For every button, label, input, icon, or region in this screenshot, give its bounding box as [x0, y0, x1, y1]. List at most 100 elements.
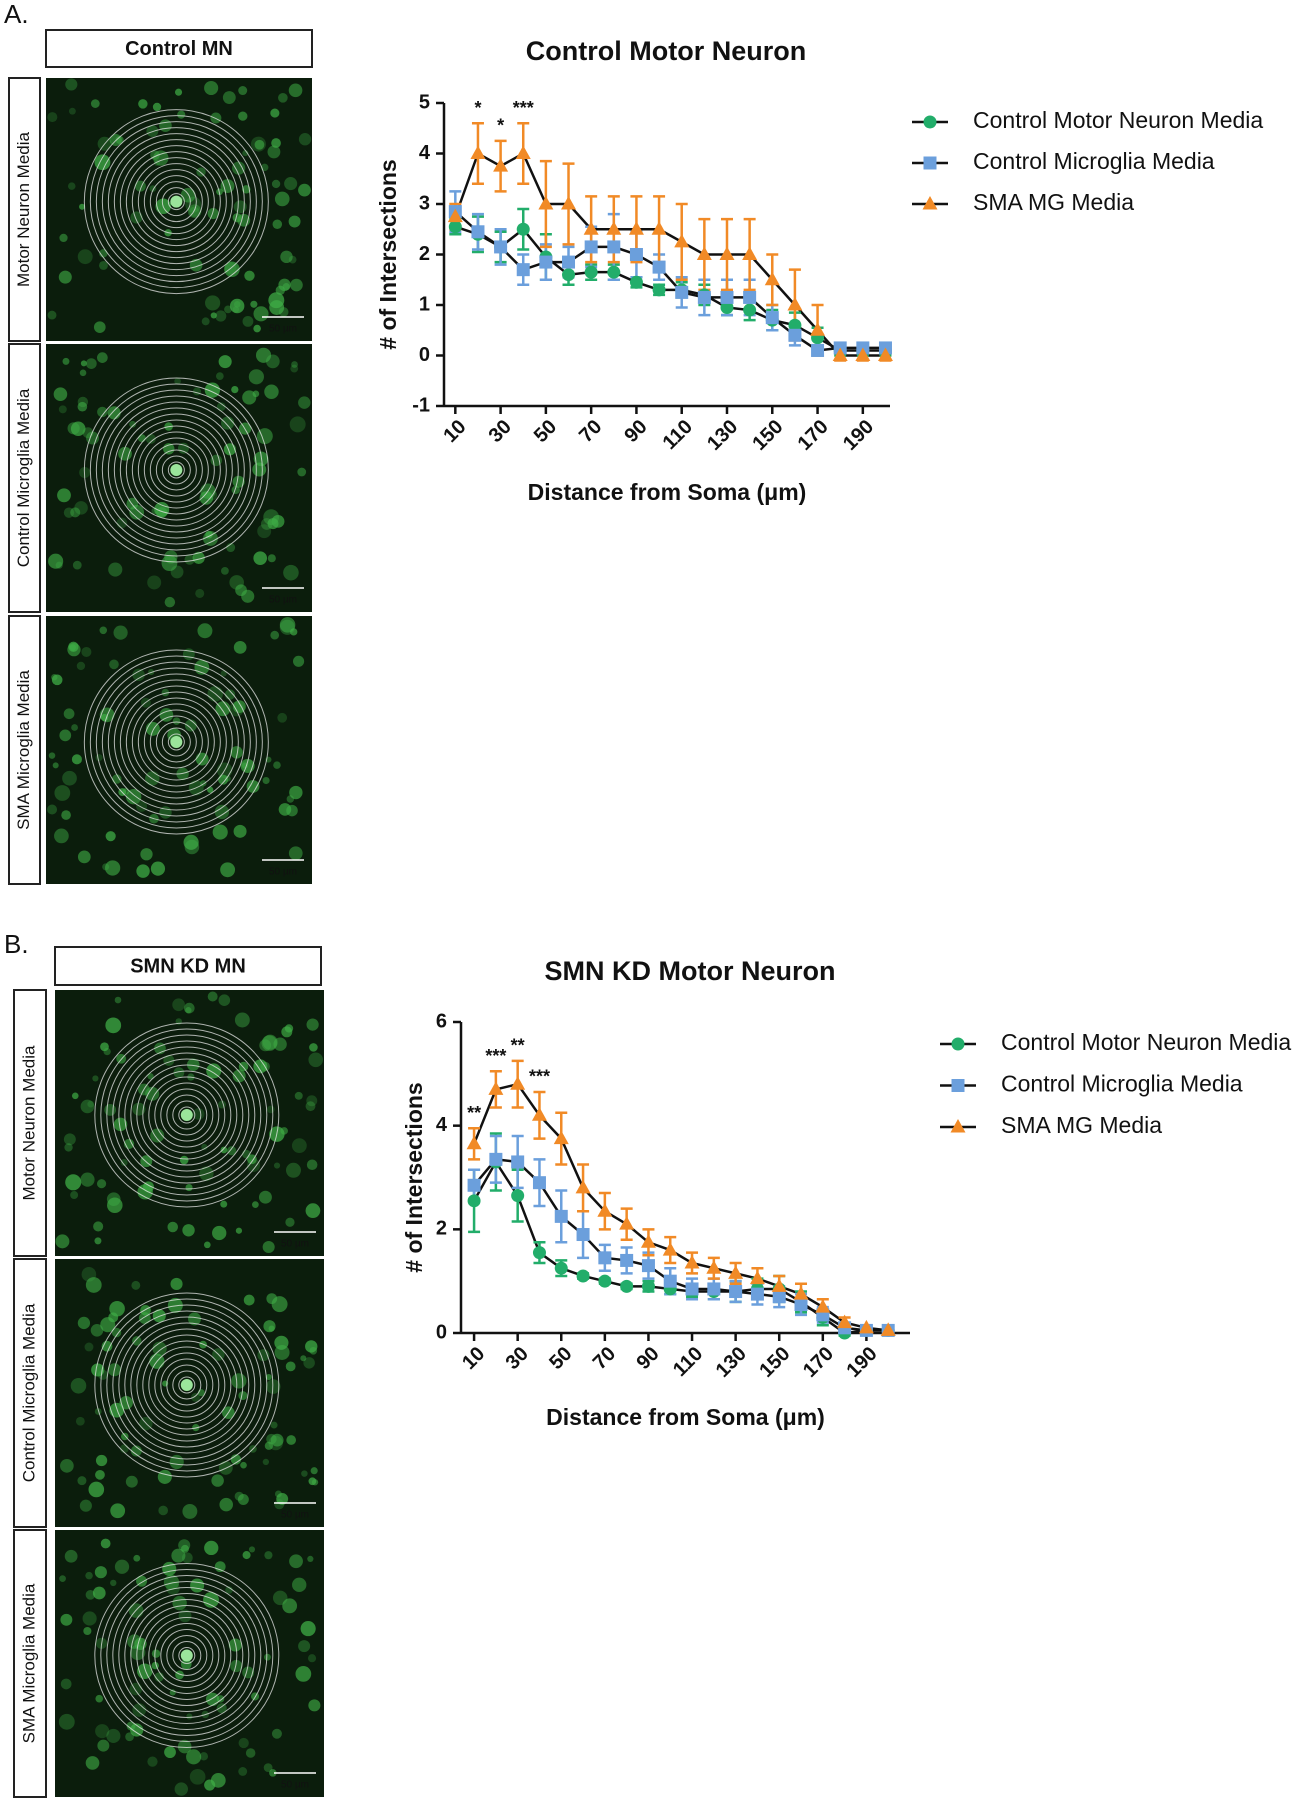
sholl-ring	[172, 1370, 202, 1400]
chart-title: SMN KD Motor Neuron	[545, 956, 836, 986]
marker	[554, 1261, 568, 1275]
cell	[214, 804, 230, 820]
marker	[765, 311, 779, 325]
header-box	[45, 29, 313, 68]
sholl-ring	[160, 1088, 214, 1142]
sholl-ring	[131, 425, 221, 515]
x-tick-label: 110	[669, 1343, 707, 1381]
cell	[199, 1340, 207, 1349]
sholl-ring	[124, 1322, 250, 1448]
sholl-ring	[95, 121, 257, 283]
cell	[150, 861, 166, 876]
marker	[720, 301, 734, 315]
cell	[215, 372, 224, 380]
cell	[159, 707, 174, 722]
cell	[309, 1043, 318, 1052]
marker	[793, 1286, 809, 1300]
cell	[218, 774, 229, 785]
sholl-ring	[89, 655, 263, 829]
sholl-ring	[89, 115, 263, 289]
cell	[90, 99, 100, 108]
cell	[166, 1581, 180, 1595]
cell	[268, 1435, 283, 1451]
cell	[70, 1378, 87, 1394]
cell	[62, 357, 70, 365]
legend-label: Control Microglia Media	[973, 148, 1215, 174]
cell	[114, 996, 122, 1004]
cell	[150, 1128, 165, 1143]
cell	[218, 355, 232, 369]
cell	[65, 1174, 82, 1191]
legend-label: SMA MG Media	[973, 189, 1134, 215]
marker	[772, 1290, 786, 1304]
marker	[880, 1322, 896, 1336]
cell	[95, 1694, 104, 1703]
x-tick-label: 10	[458, 1343, 489, 1374]
sholl-ring	[94, 1022, 280, 1208]
marker	[562, 268, 576, 282]
cell	[93, 1221, 104, 1232]
cell	[90, 1324, 104, 1337]
cell	[85, 358, 97, 369]
marker	[447, 208, 463, 223]
cell	[94, 1566, 107, 1579]
sholl-ring	[154, 1082, 220, 1148]
cell	[265, 1374, 272, 1381]
row-label: Control Microglia Media	[19, 1303, 38, 1482]
panel-label: B.	[4, 929, 29, 959]
marker	[494, 240, 508, 254]
sholl-ring	[155, 721, 197, 763]
cell	[301, 1470, 308, 1477]
row-label-box	[8, 615, 41, 885]
cell	[308, 1052, 324, 1068]
significance: **	[467, 1103, 481, 1123]
cell	[85, 1277, 102, 1293]
cell	[191, 1392, 200, 1402]
cell	[146, 125, 159, 138]
sholl-ring	[136, 1064, 238, 1166]
cell	[99, 261, 108, 270]
cell	[109, 1300, 125, 1317]
cell	[100, 1317, 116, 1333]
marker	[674, 233, 690, 248]
sholl-ring	[113, 407, 239, 533]
cell	[186, 1713, 193, 1720]
cell	[172, 717, 181, 725]
cell	[303, 1357, 315, 1369]
sholl-ring	[137, 703, 215, 781]
y-tick-label: 0	[419, 344, 430, 366]
x-tick-label: 50	[545, 1343, 576, 1374]
cell	[207, 208, 219, 220]
cell	[95, 1469, 105, 1480]
cell	[266, 1433, 277, 1445]
cell	[246, 1154, 257, 1165]
sholl-ring	[125, 419, 227, 521]
cell	[271, 1728, 282, 1739]
cell	[173, 1067, 185, 1078]
marker	[729, 1285, 743, 1299]
cell	[289, 1554, 303, 1569]
sholl-ring	[101, 395, 251, 545]
marker	[855, 347, 871, 361]
sholl-ring	[149, 443, 203, 497]
cell	[193, 387, 202, 396]
cell	[288, 83, 303, 98]
panel-header: Control MN	[125, 38, 233, 60]
sholl-ring	[124, 1592, 250, 1718]
micrograph: 50 µm	[46, 616, 312, 884]
cell	[252, 462, 267, 477]
cell	[110, 1503, 126, 1519]
sholl-ring	[142, 1610, 232, 1700]
marker	[510, 1076, 526, 1090]
cell	[220, 1200, 228, 1208]
cell	[306, 1159, 318, 1171]
marker	[516, 222, 530, 236]
marker	[641, 1259, 655, 1273]
cell	[151, 1649, 161, 1658]
cell	[188, 1312, 201, 1326]
sholl-ring	[95, 389, 257, 551]
cell	[132, 1336, 142, 1346]
cell	[271, 514, 285, 528]
cell	[184, 554, 195, 565]
cell	[305, 1203, 321, 1219]
